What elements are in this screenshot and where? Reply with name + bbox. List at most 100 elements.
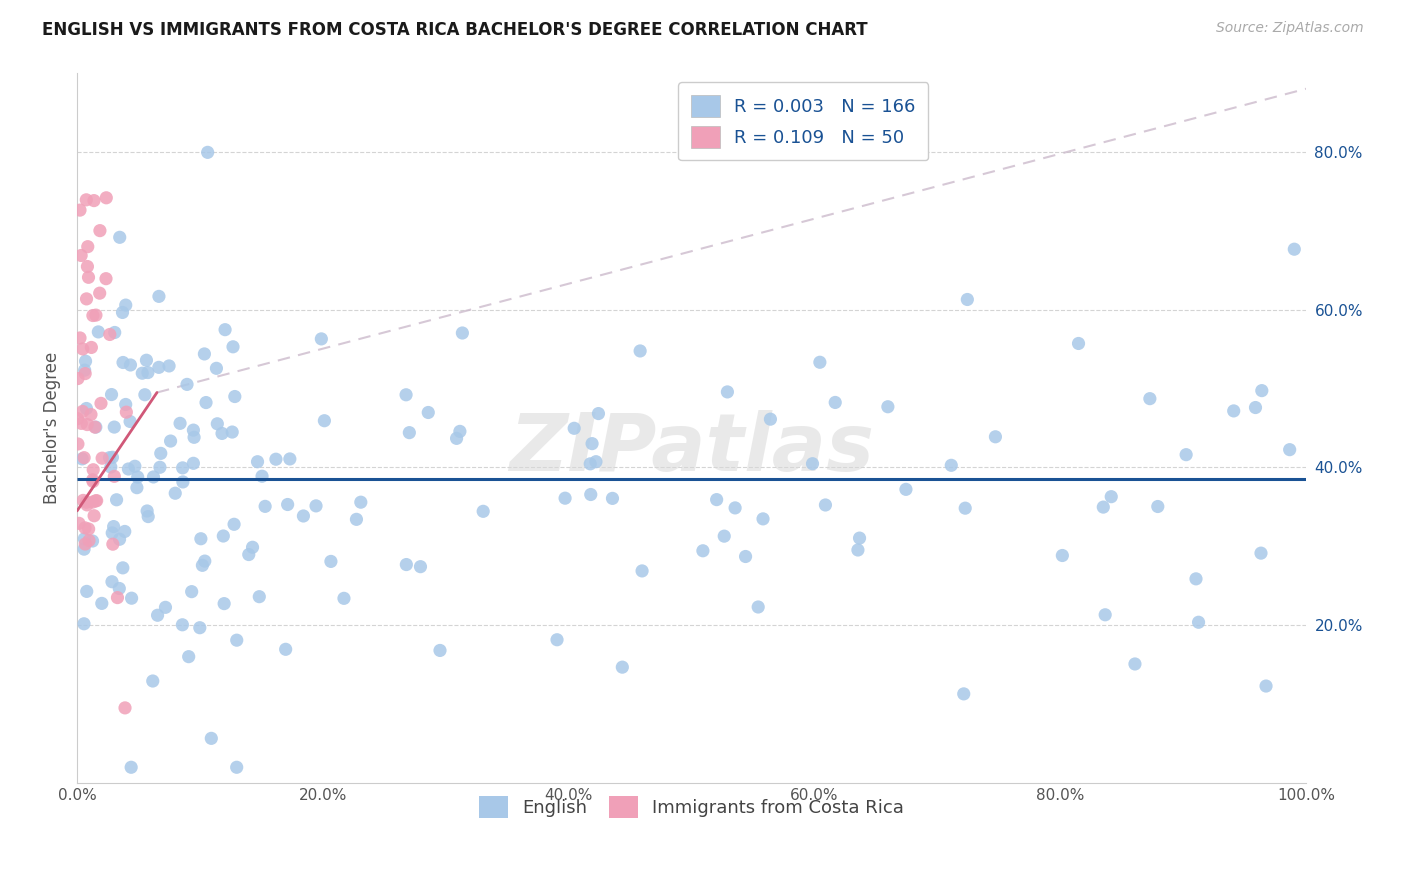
Point [84,420,107,434]
Point [188,621,211,635]
Point [90,596,112,610]
Point [1244,401,1267,415]
Point [75,193,97,207]
Point [100,387,122,401]
Point [82,473,104,487]
Point [200,731,222,746]
Point [73,532,96,546]
Point [108,533,131,547]
Point [579,457,602,471]
Point [1187,615,1209,630]
Point [120,415,142,429]
Point [111,305,134,319]
Point [172,475,194,489]
Point [602,491,624,506]
Point [105,492,128,507]
Point [84,308,107,322]
Point [211,426,233,441]
Point [91,451,114,466]
Point [76,584,98,599]
Point [169,417,191,431]
Point [87,325,110,339]
Point [70,451,93,466]
Point [75,354,97,368]
Point [195,395,218,409]
Point [82,475,104,489]
Point [96,191,118,205]
Point [1250,384,1272,398]
Point [319,554,342,568]
Point [76,292,98,306]
Point [100,460,122,475]
Point [149,460,172,475]
Point [222,517,245,532]
Point [135,353,157,368]
Point [1175,448,1198,462]
Point [238,548,260,562]
Point [305,499,328,513]
Point [277,498,299,512]
Point [69,331,91,345]
Point [759,412,782,426]
Point [103,519,125,533]
Point [724,500,747,515]
Point [1278,442,1301,457]
Point [1254,679,1277,693]
Point [157,359,180,373]
Point [225,760,247,774]
Point [183,423,205,437]
Point [76,260,98,274]
Point [75,495,97,509]
Point [98,450,121,465]
Point [395,558,418,572]
Point [134,388,156,402]
Point [101,574,124,589]
Point [1284,242,1306,256]
Point [70,417,93,431]
Point [246,455,269,469]
Point [472,504,495,518]
Point [250,469,273,483]
Point [101,525,124,540]
Point [956,293,979,307]
Point [562,421,585,435]
Point [713,529,735,543]
Point [194,554,217,568]
Point [292,508,315,523]
Point [104,326,127,340]
Point [77,522,100,536]
Point [66,437,89,451]
Point [631,564,654,578]
Point [90,396,112,410]
Point [398,425,420,440]
Point [82,534,104,549]
Point [98,327,121,342]
Point [107,591,129,605]
Y-axis label: Bachelor's Degree: Bachelor's Degree [44,351,60,504]
Point [429,643,451,657]
Point [101,537,124,551]
Point [127,470,149,484]
Point [193,347,215,361]
Point [1222,404,1244,418]
Point [846,543,869,558]
Point [894,483,917,497]
Point [1123,657,1146,671]
Point [73,363,96,377]
Point [346,512,368,526]
Point [183,430,205,444]
Point [612,660,634,674]
Point [579,487,602,501]
Point [73,542,96,557]
Point [716,384,738,399]
Point [73,450,96,465]
Point [82,309,104,323]
Point [73,521,96,535]
Point [183,456,205,470]
Point [66,411,89,425]
Point [333,591,356,606]
Point [148,360,170,375]
Point [80,341,103,355]
Point [114,701,136,715]
Point [149,446,172,460]
